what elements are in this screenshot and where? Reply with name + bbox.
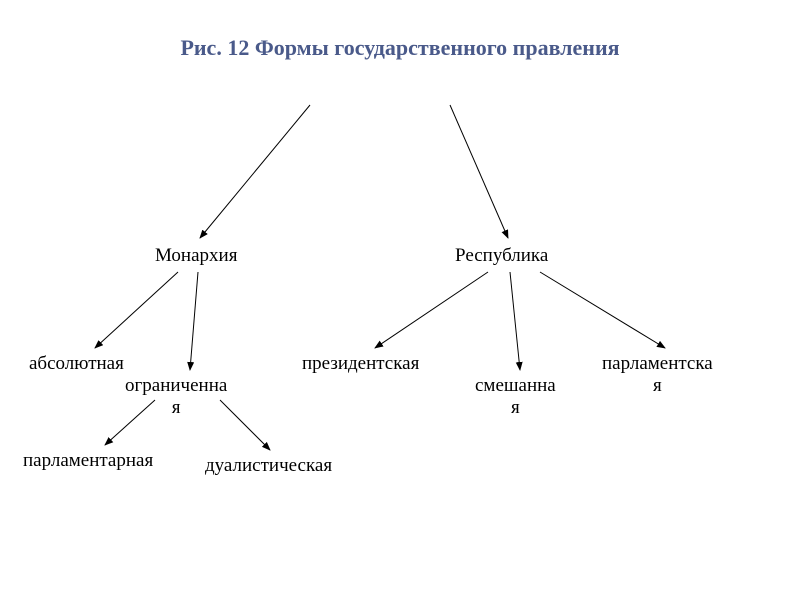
node-presidential: президентская (302, 353, 419, 375)
node-parliamentary-rep: парламентска я (602, 353, 713, 397)
node-limited: ограниченна я (125, 375, 227, 419)
diagram-title: Рис. 12 Формы государственного правления (0, 35, 800, 61)
node-republic: Республика (455, 245, 548, 267)
node-monarchy: Монархия (155, 245, 237, 267)
node-dualistic: дуалистическая (205, 455, 332, 477)
tree-arrows (0, 0, 800, 600)
node-absolute: абсолютная (29, 353, 124, 375)
node-parliamentary-mon: парламентарная (23, 450, 153, 472)
node-mixed: смешанна я (475, 375, 556, 419)
